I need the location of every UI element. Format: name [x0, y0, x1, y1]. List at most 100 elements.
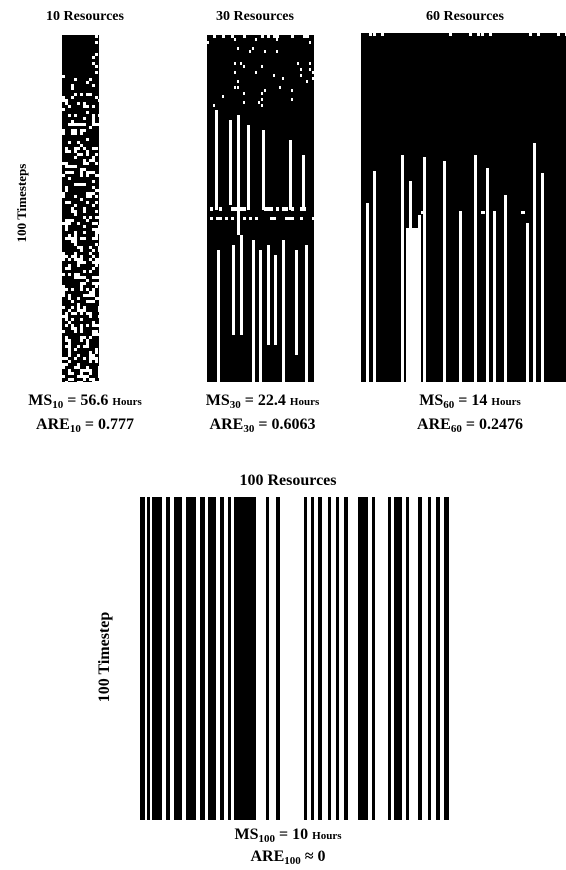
- idle-cell: [95, 324, 98, 327]
- idle-cell: [89, 78, 92, 81]
- idle-cell: [267, 207, 270, 211]
- idle-cell: [77, 258, 80, 261]
- idle-cell: [65, 171, 68, 174]
- heatmap-100-svg: [140, 497, 449, 820]
- idle-cell: [373, 33, 376, 36]
- ms-sub: 60: [443, 399, 455, 411]
- idle-cell: [421, 211, 425, 214]
- idle-cell: [62, 330, 65, 333]
- busy-bar: [328, 497, 331, 820]
- ms-sub: 30: [229, 399, 241, 411]
- idle-cell: [95, 41, 98, 44]
- idle-cell: [68, 369, 71, 372]
- heatmap-60-svg: [366, 33, 566, 382]
- idle-cell: [270, 207, 273, 211]
- idle-cell: [89, 126, 92, 129]
- idle-cell: [74, 195, 77, 198]
- busy-bar: [418, 497, 422, 820]
- idle-cell: [92, 291, 95, 294]
- idle-stripe: [373, 171, 376, 382]
- idle-cell: [80, 339, 83, 342]
- idle-cell: [207, 41, 209, 44]
- idle-cell: [98, 276, 99, 279]
- idle-cell: [92, 282, 95, 285]
- idle-cell: [74, 78, 77, 81]
- idle-cell: [74, 183, 77, 186]
- idle-cell: [80, 312, 83, 315]
- idle-cell: [89, 360, 92, 363]
- are-value: ≈ 0: [304, 848, 326, 865]
- idle-cell: [243, 101, 245, 104]
- idle-cell: [65, 288, 68, 291]
- are-10: ARE10 = 0.777: [5, 416, 165, 435]
- idle-cell: [80, 171, 83, 174]
- busy-bar: [234, 497, 256, 820]
- idle-cell: [243, 217, 246, 220]
- idle-cell: [80, 309, 83, 312]
- idle-cell: [80, 318, 83, 321]
- idle-cell: [92, 354, 95, 357]
- idle-cell: [92, 105, 95, 108]
- idle-cell: [312, 71, 314, 74]
- idle-cell: [62, 255, 65, 258]
- idle-cell: [98, 99, 99, 102]
- idle-cell: [83, 270, 86, 273]
- idle-cell: [71, 378, 74, 381]
- ms-sub: 10: [52, 399, 64, 411]
- idle-cell: [62, 366, 65, 369]
- heatmap-10-svg: [62, 35, 99, 382]
- busy-bar: [208, 497, 216, 820]
- idle-cell: [71, 327, 74, 330]
- idle-cell: [83, 123, 86, 126]
- idle-cell: [92, 255, 95, 258]
- idle-cell: [74, 243, 77, 246]
- are-sub: 60: [450, 423, 462, 435]
- idle-cell: [92, 357, 95, 360]
- idle-cell: [68, 141, 71, 144]
- idle-cell: [62, 75, 65, 78]
- idle-cell: [68, 234, 71, 237]
- idle-cell: [89, 372, 92, 375]
- idle-cell: [86, 342, 89, 345]
- idle-cell: [237, 47, 239, 50]
- busy-bar: [140, 497, 145, 820]
- idle-cell: [71, 207, 74, 210]
- idle-cell: [62, 195, 65, 198]
- idle-stripe: [282, 240, 285, 382]
- idle-cell: [95, 381, 98, 382]
- idle-cell: [89, 357, 92, 360]
- idle-cell: [71, 120, 74, 123]
- idle-cell: [77, 303, 80, 306]
- idle-cell: [68, 342, 71, 345]
- idle-cell: [68, 237, 71, 240]
- idle-cell: [80, 183, 83, 186]
- idle-cell: [381, 33, 384, 36]
- idle-cell: [243, 92, 245, 95]
- idle-cell: [273, 74, 275, 77]
- idle-cell: [68, 123, 71, 126]
- idle-cell: [92, 237, 95, 240]
- idle-cell: [71, 129, 74, 132]
- idle-cell: [83, 117, 86, 120]
- idle-stripe: [215, 110, 218, 210]
- idle-cell: [89, 315, 92, 318]
- idle-cell: [92, 147, 95, 150]
- idle-cell: [92, 261, 95, 264]
- idle-stripe: [262, 130, 265, 210]
- ms-value: = 56.6: [67, 392, 109, 409]
- idle-cell: [62, 192, 65, 195]
- are-value: = 0.6063: [258, 416, 316, 433]
- busy-bar: [228, 497, 231, 820]
- idle-cell: [89, 378, 92, 381]
- are-label: ARE: [250, 848, 285, 865]
- idle-cell: [83, 276, 86, 279]
- idle-cell: [92, 56, 95, 59]
- idle-cell: [243, 35, 246, 38]
- idle-cell: [68, 201, 71, 204]
- idle-cell: [65, 324, 68, 327]
- panel-title-100: 100 Resources: [239, 472, 337, 489]
- idle-cell: [77, 264, 80, 267]
- are-label: ARE: [36, 416, 70, 433]
- idle-block: [406, 228, 420, 382]
- idle-stripe: [240, 235, 243, 335]
